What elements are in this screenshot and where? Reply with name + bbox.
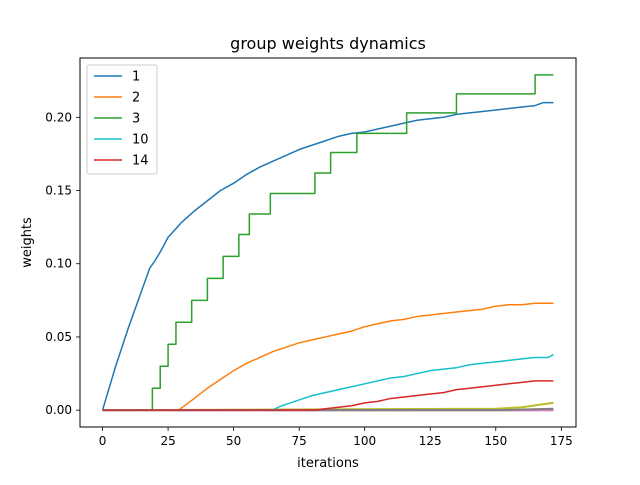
series-line-10 — [102, 353, 554, 411]
x-tick-label: 125 — [419, 434, 442, 448]
x-tick-label: 75 — [292, 434, 307, 448]
y-tick-label: 0.05 — [45, 330, 72, 344]
x-tick-label: 150 — [484, 434, 507, 448]
legend-label-14: 14 — [132, 154, 149, 169]
x-tick-label: 175 — [550, 434, 573, 448]
x-axis-ticks: 0 25 50 75 100 125 150 175 — [99, 427, 573, 448]
y-tick-label: 0.10 — [45, 257, 72, 271]
x-tick-label: 100 — [353, 434, 376, 448]
x-tick-label: 0 — [99, 434, 107, 448]
x-axis-label: iterations — [297, 456, 359, 471]
series-line-3 — [102, 74, 554, 411]
y-axis-label: weights — [20, 217, 35, 268]
legend-label-3: 3 — [132, 112, 140, 127]
series-line-2 — [102, 302, 554, 411]
y-tick-label: 0.00 — [45, 403, 72, 417]
series-line-14 — [102, 380, 554, 411]
chart-title: group weights dynamics — [230, 34, 426, 53]
plot-lines — [101, 74, 554, 412]
legend-box — [86, 64, 158, 175]
x-tick-label: 50 — [226, 434, 241, 448]
series-line-1 — [101, 101, 554, 411]
x-tick-label: 25 — [160, 434, 175, 448]
y-tick-label: 0.15 — [45, 184, 72, 198]
legend: 1 2 3 10 14 — [86, 64, 158, 175]
legend-label-1: 1 — [132, 70, 140, 85]
y-tick-label: 0.20 — [45, 110, 72, 124]
plot-frame — [79, 57, 577, 428]
legend-label-10: 10 — [132, 133, 149, 148]
legend-label-2: 2 — [132, 91, 140, 106]
y-axis-ticks: 0.00 0.05 0.10 0.15 0.20 — [45, 110, 80, 417]
